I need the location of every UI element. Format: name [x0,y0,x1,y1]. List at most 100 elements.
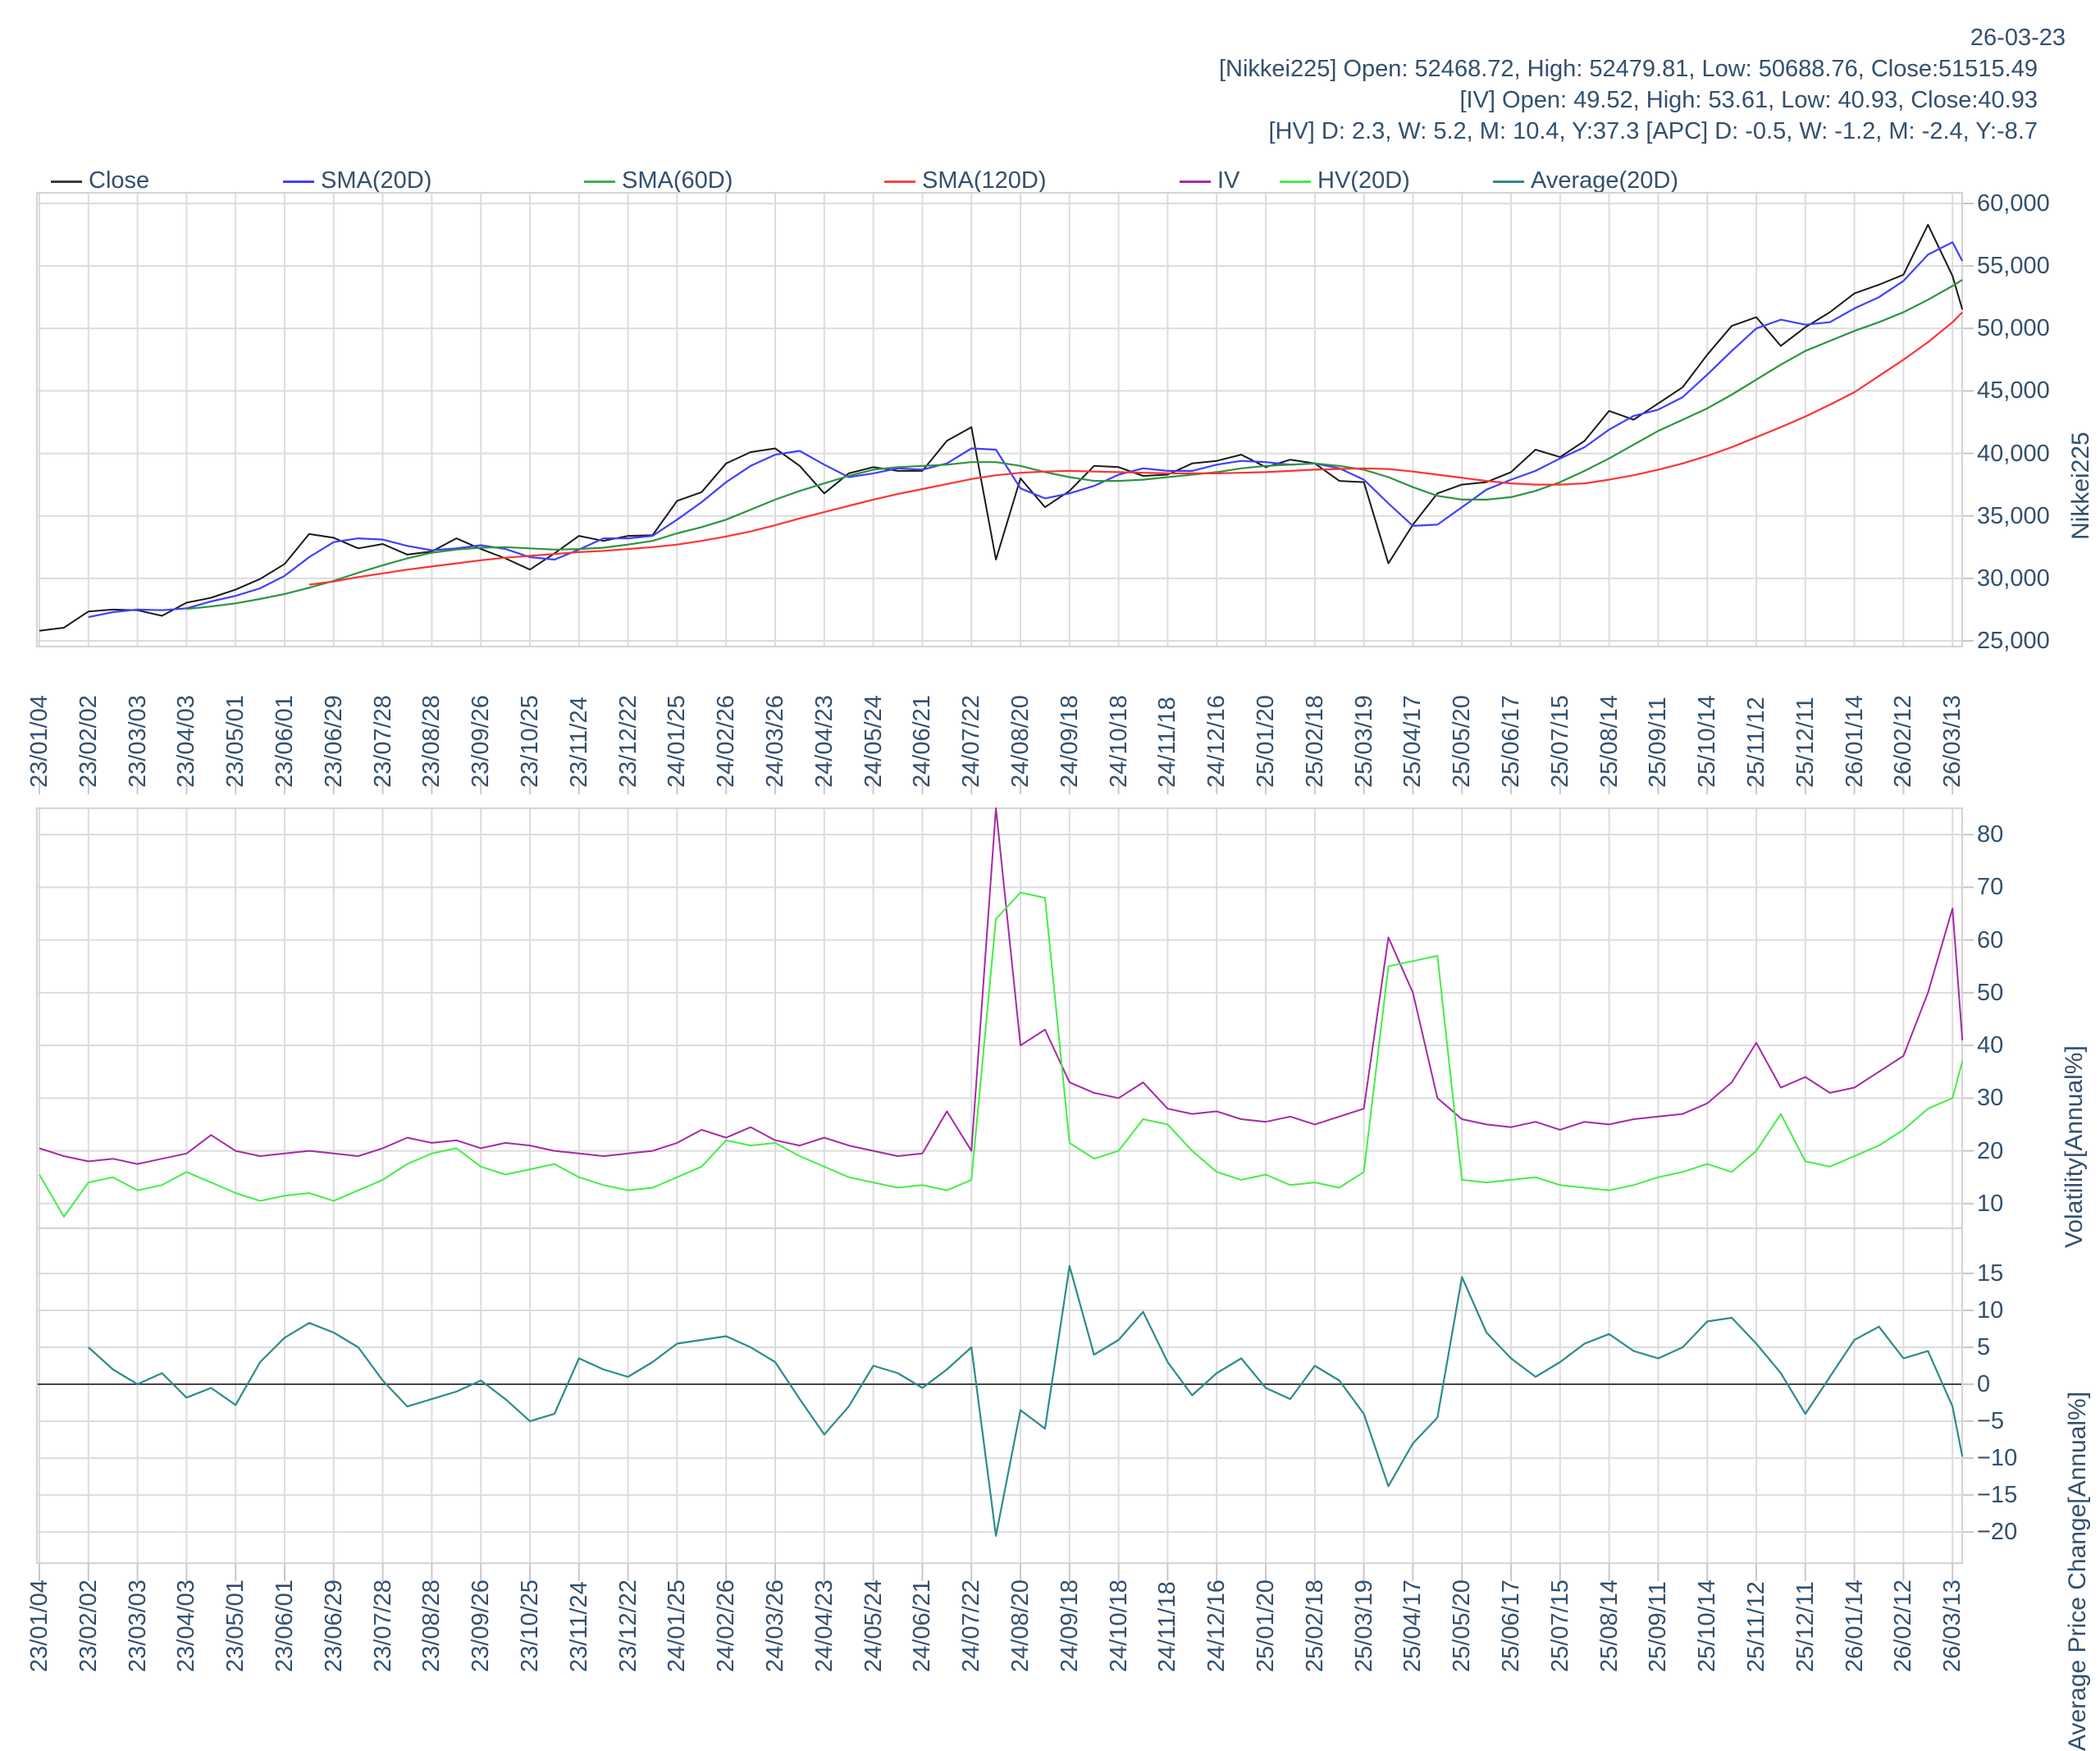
y-tick-label: 25,000 [1977,627,2050,654]
x-tick-label: 26/03/13 [1939,695,1966,788]
x-tick-label: 23/07/28 [369,695,396,788]
x-tick-label: 24/10/18 [1105,695,1132,788]
x-tick-label: 25/02/18 [1301,1580,1328,1672]
x-tick-label: 24/07/22 [958,695,985,788]
y-tick-label: 60 [1977,926,2004,953]
x-tick-label: 24/01/25 [664,695,691,788]
x-tick-label: 24/12/16 [1203,695,1230,788]
x-tick-label: 24/05/24 [860,1580,887,1672]
chart-legend: Close SMA(20D) SMA(60D) SMA(120D) IV HV(20D) A… [0,166,2100,199]
x-tick-label: 26/01/14 [1841,1580,1868,1672]
y-tick-label: 50,000 [1977,315,2050,342]
x-tick-label: 25/10/14 [1694,1580,1721,1672]
chart-page: { "header": { "date": "26-03-23", "line1… [0,25,2100,1751]
x-tick-label: 24/02/26 [713,1580,740,1672]
y-axis-title-2: Average Price Change[Annual%] [2064,1391,2091,1751]
x-tick-label: 25/05/20 [1449,1580,1476,1672]
y-tick-label: 15 [1977,1260,2004,1287]
y-tick-label: 20 [1977,1137,2004,1164]
y-tick-label: 70 [1977,874,2004,901]
y-tick-label: 60,000 [1977,190,2050,217]
x-tick-label: 25/08/14 [1596,1580,1623,1672]
y-tick-label: −20 [1977,1519,2018,1546]
x-tick-label: 25/11/12 [1743,697,1769,788]
x-tick-label: 25/03/19 [1350,1580,1377,1672]
x-tick-label: 25/02/18 [1301,695,1328,788]
y-tick-label: 5 [1977,1334,1991,1360]
x-tick-label: 23/06/29 [320,695,347,788]
x-tick-label: 24/04/23 [810,1580,838,1672]
x-tick-label: 26/01/14 [1841,695,1868,788]
x-tick-label: 24/11/18 [1154,697,1181,788]
x-tick-label: 23/06/29 [320,1580,347,1672]
x-tick-label: 26/02/12 [1890,1580,1917,1672]
x-tick-label: 23/06/01 [272,695,298,788]
y-tick-label: 40 [1977,1032,2004,1059]
x-tick-label: 25/04/17 [1399,1580,1427,1672]
x-tick-label: 24/02/26 [713,695,740,788]
x-tick-label: 24/01/25 [664,1580,691,1672]
series-iv [39,807,1964,1165]
x-tick-label: 24/07/22 [958,1580,985,1672]
x-tick-label: 23/05/01 [222,1580,249,1672]
series-average-20d- [88,1264,1964,1537]
y-tick-label: 30,000 [1977,565,2050,592]
y-tick-label: 10 [1977,1296,2004,1324]
x-tick-label: 23/11/24 [565,697,592,788]
x-tick-label: 25/05/20 [1449,695,1476,788]
series-sma-120d- [308,311,1963,586]
x-tick-label: 25/10/14 [1694,695,1721,788]
x-tick-label: 23/05/01 [222,695,249,788]
y-tick-label: 55,000 [1977,253,2050,280]
x-tick-label: 24/03/26 [762,1580,788,1672]
x-tick-label: 25/06/17 [1498,695,1524,788]
x-tick-label: 24/11/18 [1154,1581,1181,1672]
x-tick-label: 24/08/20 [1007,695,1034,788]
x-tick-label: 25/09/11 [1645,1581,1672,1672]
series-hv-20d- [39,891,1964,1218]
legend-swatch-hv-20d- [1280,181,1311,183]
legend-label: SMA(60D) [622,167,733,194]
x-tick-label: 23/12/22 [614,1580,641,1672]
x-tick-label: 23/06/01 [272,1580,298,1672]
legend-label: HV(20D) [1317,167,1410,194]
legend-swatch-sma-120d- [884,181,915,183]
x-tick-label: 25/03/19 [1350,695,1377,788]
x-tick-label: 23/12/22 [614,695,641,788]
x-tick-label: 25/12/11 [1792,1581,1819,1672]
y-tick-label: 10 [1977,1190,2004,1217]
legend-label: SMA(120D) [922,167,1047,194]
x-tick-label: 23/10/25 [517,1580,543,1672]
y-axis-title-0: Nikkei225 [2067,431,2094,540]
x-tick-label: 23/01/04 [26,695,52,788]
x-tick-label: 24/04/23 [810,695,838,788]
x-tick-label: 25/07/15 [1546,695,1573,788]
y-tick-label: 50 [1977,979,2004,1006]
x-tick-label: 24/05/24 [860,695,887,788]
x-tick-label: 23/02/02 [75,695,102,788]
y-tick-label: 30 [1977,1085,2004,1112]
legend-label: Average(20D) [1531,167,1679,194]
legend-swatch-average-20d- [1493,181,1524,183]
x-tick-label: 23/09/26 [468,1580,495,1672]
plot-svg [36,192,1974,1581]
x-tick-label: 23/03/03 [124,1580,151,1672]
x-tick-label: 24/10/18 [1105,1580,1132,1672]
x-tick-label: 25/04/17 [1399,695,1427,788]
x-tick-label: 24/09/18 [1056,1580,1083,1672]
y-tick-label: 0 [1977,1371,1991,1398]
x-tick-label: 24/12/16 [1203,1580,1230,1672]
x-tick-label: 23/08/28 [418,1580,445,1672]
x-tick-label: 23/11/24 [565,1581,592,1672]
date-label: 26-03-23 [1970,25,2066,51]
y-tick-label: −15 [1977,1482,2018,1509]
x-tick-label: 25/01/20 [1253,695,1279,788]
x-tick-label: 23/03/03 [124,695,151,788]
x-tick-label: 24/08/20 [1007,1580,1034,1672]
x-tick-label: 25/06/17 [1498,1580,1524,1672]
iv-ohlc-readout: [IV] Open: 49.52, High: 53.61, Low: 40.9… [1459,87,2038,113]
x-tick-label: 25/09/11 [1645,697,1672,788]
x-tick-label: 26/03/13 [1939,1580,1966,1672]
x-tick-label: 24/06/21 [909,1580,936,1672]
legend-swatch-iv [1180,181,1211,183]
